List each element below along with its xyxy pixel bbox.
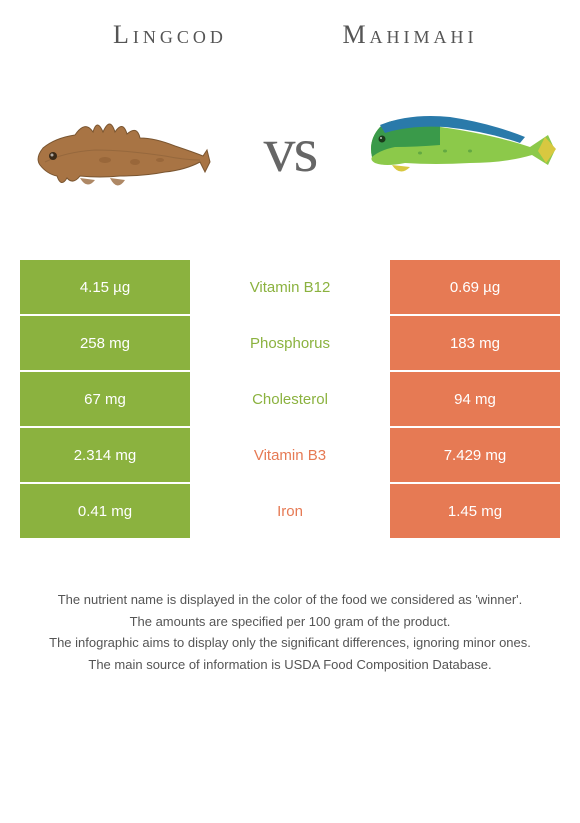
- nutrient-right-value: 94 mg: [390, 372, 560, 426]
- nutrient-row: 258 mgPhosphorus183 mg: [20, 316, 560, 370]
- nutrient-left-value: 258 mg: [20, 316, 190, 370]
- nutrient-name: Vitamin B3: [190, 428, 390, 482]
- nutrient-left-value: 2.314 mg: [20, 428, 190, 482]
- footer-line-4: The main source of information is USDA F…: [30, 655, 550, 675]
- nutrient-name: Cholesterol: [190, 372, 390, 426]
- header: Lingcod Mahimahi: [0, 0, 580, 60]
- footer-line-2: The amounts are specified per 100 gram o…: [30, 612, 550, 632]
- nutrient-row: 2.314 mgVitamin B37.429 mg: [20, 428, 560, 482]
- comparison-images: vs: [0, 60, 580, 260]
- left-food-title: Lingcod: [50, 20, 290, 50]
- nutrient-left-value: 4.15 µg: [20, 260, 190, 314]
- footer-line-1: The nutrient name is displayed in the co…: [30, 590, 550, 610]
- footer-line-3: The infographic aims to display only the…: [30, 633, 550, 653]
- footer-notes: The nutrient name is displayed in the co…: [0, 540, 580, 674]
- vs-label: vs: [264, 113, 317, 187]
- nutrient-row: 0.41 mgIron1.45 mg: [20, 484, 560, 538]
- nutrient-name: Vitamin B12: [190, 260, 390, 314]
- nutrient-right-value: 183 mg: [390, 316, 560, 370]
- right-food-title: Mahimahi: [290, 20, 530, 50]
- nutrient-table: 4.15 µgVitamin B120.69 µg258 mgPhosphoru…: [0, 260, 580, 538]
- nutrient-right-value: 7.429 mg: [390, 428, 560, 482]
- nutrient-left-value: 67 mg: [20, 372, 190, 426]
- nutrient-name: Phosphorus: [190, 316, 390, 370]
- nutrient-left-value: 0.41 mg: [20, 484, 190, 538]
- mahimahi-image: [360, 85, 560, 215]
- nutrient-row: 67 mgCholesterol94 mg: [20, 372, 560, 426]
- lingcod-image: [20, 85, 220, 215]
- nutrient-row: 4.15 µgVitamin B120.69 µg: [20, 260, 560, 314]
- nutrient-name: Iron: [190, 484, 390, 538]
- nutrient-right-value: 1.45 mg: [390, 484, 560, 538]
- nutrient-right-value: 0.69 µg: [390, 260, 560, 314]
